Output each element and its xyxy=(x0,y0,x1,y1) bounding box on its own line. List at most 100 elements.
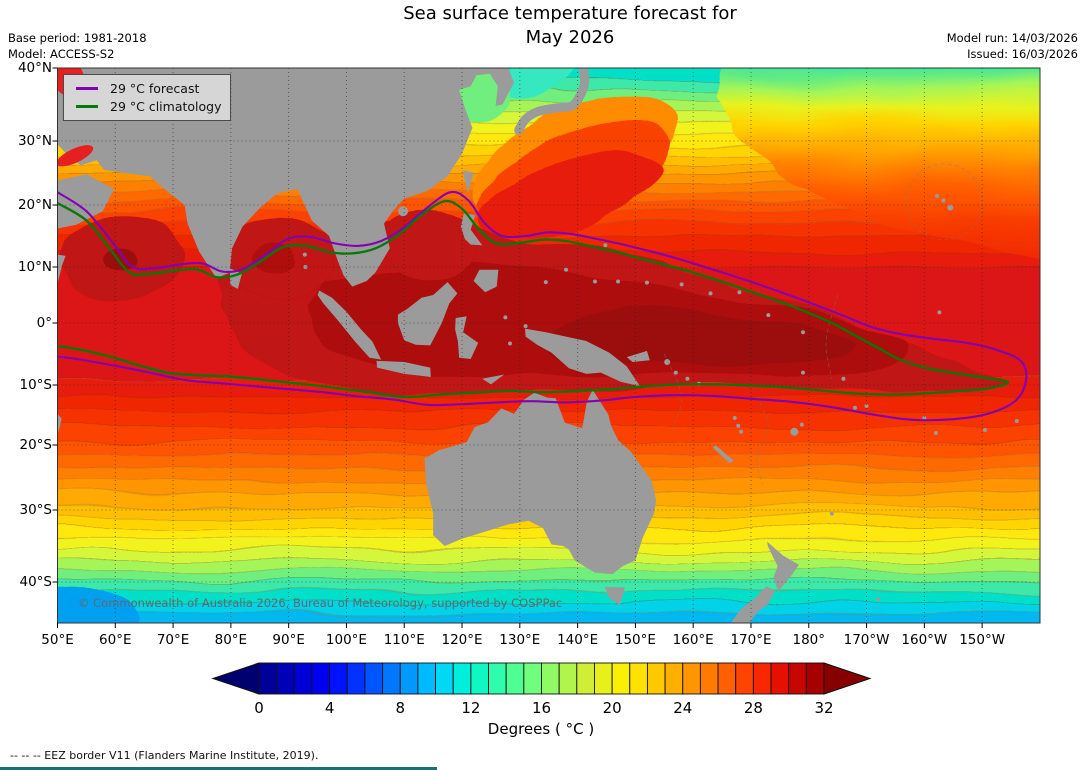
colorbar-caption: Degrees ( °C ) xyxy=(487,720,595,738)
land-borneo xyxy=(397,282,458,346)
lon-tick-label: 160°W xyxy=(901,632,948,648)
lon-tick-label: 90°E xyxy=(272,632,305,648)
lon-tick-label: 120°E xyxy=(441,632,483,648)
lat-tick-label: 0° xyxy=(36,315,52,331)
land-island-dot xyxy=(616,279,621,284)
land-island-dot xyxy=(937,310,942,315)
graticule xyxy=(57,68,1040,623)
land-island-dot xyxy=(679,282,684,287)
land-australia xyxy=(424,389,657,575)
land-new-caledonia xyxy=(712,445,734,464)
land-island-dot xyxy=(737,290,742,295)
colorbar-segment xyxy=(611,662,631,695)
colorbar-segment xyxy=(329,662,348,695)
eez-footnote: -- -- -- EEZ border V11 (Flanders Marine… xyxy=(10,749,319,762)
land-island-dot xyxy=(708,291,713,296)
land-island-dot xyxy=(876,597,881,602)
colorbar-segment xyxy=(311,662,331,695)
land-island-dot xyxy=(673,370,678,375)
colorbar-segment xyxy=(488,662,507,695)
colorbar-segment xyxy=(629,662,648,695)
lon-tick-label: 170°E xyxy=(730,632,772,648)
colorbar-tick-label: 4 xyxy=(324,699,335,717)
landmasses xyxy=(57,68,1019,623)
colorbar-tick-label: 24 xyxy=(673,699,693,717)
colorbar-segment xyxy=(435,662,454,695)
forecast-line-swatch xyxy=(76,86,98,90)
colorbar-segment xyxy=(417,662,437,695)
lon-tick-label: 110°E xyxy=(383,632,425,648)
land-island-dot xyxy=(766,313,771,318)
land-luzon xyxy=(460,213,483,246)
plot-border xyxy=(57,67,1041,624)
lat-tick-label: 30°N xyxy=(17,133,52,149)
colorbar-tick-label: 8 xyxy=(395,699,406,717)
lon-tick-label: 160°E xyxy=(672,632,714,648)
colorbar-segment xyxy=(717,662,737,695)
land-somalia xyxy=(57,254,66,284)
land-tasmania xyxy=(604,586,625,606)
lat-tick-label: 20°S xyxy=(19,437,53,453)
lon-tick-label: 180° xyxy=(792,632,826,648)
lat-tick-label: 40°N xyxy=(17,60,52,76)
lat-tick-label: 30°S xyxy=(19,502,53,518)
colorbar-tick-label: 28 xyxy=(743,699,763,717)
contour-legend: 29 °C forecast 29 °C climatology xyxy=(63,74,231,121)
legend-row: 29 °C forecast xyxy=(64,79,230,97)
land-island-dot xyxy=(603,243,608,248)
lon-tick-label: 100°E xyxy=(325,632,367,648)
colorbar-tick-label: 12 xyxy=(461,699,481,717)
colorbar-segment xyxy=(382,662,401,695)
colorbar xyxy=(211,662,872,695)
colorbar-segment xyxy=(646,662,666,695)
colorbar-segment xyxy=(364,662,384,695)
colorbar-tick-label: 20 xyxy=(602,699,622,717)
colorbar-segment xyxy=(682,662,701,695)
lon-tick-label: 140°E xyxy=(557,632,599,648)
colorbar-segment xyxy=(523,662,542,695)
climatology-29c-contour xyxy=(57,199,1010,399)
forecast-29c-contour xyxy=(57,190,1028,422)
bottom-edge-line xyxy=(0,767,437,770)
colorbar-segment xyxy=(293,662,313,695)
colorbar-segment xyxy=(699,662,719,695)
land-island-dot xyxy=(592,279,597,284)
land-island-dot xyxy=(685,376,690,381)
land-island-dot xyxy=(507,341,512,346)
land-taiwan xyxy=(462,170,474,194)
land-arabia xyxy=(57,174,115,229)
land-japan xyxy=(514,68,590,135)
colorbar-segment xyxy=(735,662,754,695)
land-island-dot xyxy=(739,429,744,434)
page-title-line1: Sea surface temperature forecast for xyxy=(403,3,737,24)
lon-tick-label: 130°E xyxy=(499,632,541,648)
land-timor xyxy=(482,374,505,385)
land-island-dot xyxy=(933,431,938,435)
land-island-dot xyxy=(644,280,649,285)
land-island-dot xyxy=(853,405,858,410)
lon-tick-label: 150°E xyxy=(614,632,656,648)
lon-tick-label: 150°W xyxy=(959,632,1006,648)
land-sumatra xyxy=(317,290,382,360)
colorbar-segment xyxy=(805,662,825,695)
land-nz-south xyxy=(731,586,776,623)
issued-text: Issued: 16/03/2026 xyxy=(967,47,1078,61)
land-island-dot xyxy=(736,423,741,428)
climatology-line-swatch xyxy=(76,104,98,108)
lon-tick-label: 60°E xyxy=(99,632,132,648)
land-island-dot xyxy=(1014,419,1019,423)
colorbar-tick-label: 32 xyxy=(814,699,834,717)
lon-tick-label: 70°E xyxy=(156,632,190,648)
colorbar-segment xyxy=(770,662,790,695)
legend-label: 29 °C forecast xyxy=(110,80,200,96)
colorbar-segment xyxy=(346,662,366,695)
lat-tick-label: 40°S xyxy=(19,574,53,590)
persian-gulf xyxy=(57,145,94,167)
lat-tick-label: 10°S xyxy=(19,377,53,393)
land-nz-north xyxy=(767,541,799,592)
land-new-britain xyxy=(626,350,650,363)
legend-row: 29 °C climatology xyxy=(64,97,230,115)
land-hainan xyxy=(398,206,409,217)
copyright-text: © Commonwealth of Australia 2026, Bureau… xyxy=(78,596,563,610)
map-plot-area xyxy=(57,68,1040,623)
